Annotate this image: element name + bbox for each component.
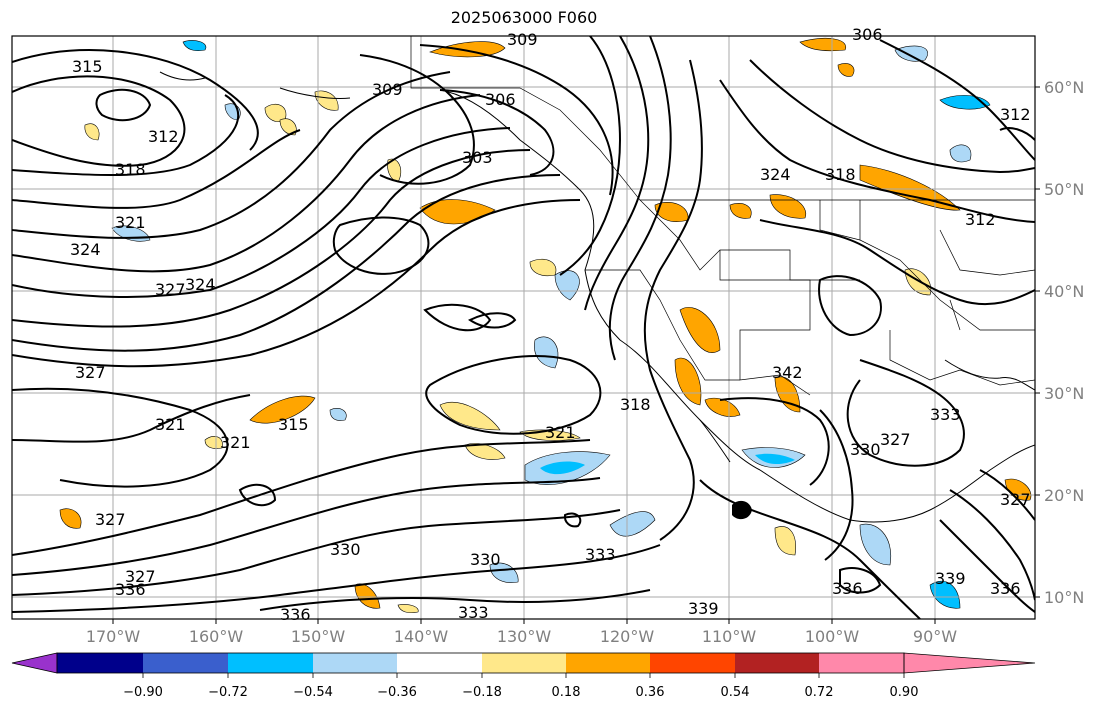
colorbar-tick: 0.54: [721, 685, 750, 700]
lat-label: 50°N: [1044, 180, 1084, 199]
contour-label: 342: [772, 363, 803, 382]
contour-label: 336: [832, 579, 863, 598]
colorbar-tick: −0.90: [123, 685, 163, 700]
colorbar-segment: [313, 653, 397, 673]
lat-label: 40°N: [1044, 282, 1084, 301]
contour-label: 309: [372, 80, 403, 99]
lon-label: 110°W: [702, 627, 757, 646]
contour-label: 330: [470, 550, 501, 569]
latitude-labels: 60°N 50°N 40°N 30°N 20°N 10°N: [1044, 78, 1084, 607]
colorbar-tick: −0.54: [293, 685, 333, 700]
coastlines: [159, 71, 1035, 523]
lon-label: 140°W: [394, 627, 449, 646]
contour-labels: 309 306 315 318 321 324 327 312 303 306 …: [70, 25, 1031, 624]
lat-label: 10°N: [1044, 588, 1084, 607]
colorbar-max-extension: [903, 652, 1036, 674]
lon-label: 160°W: [189, 627, 244, 646]
contour-label: 321: [220, 433, 251, 452]
contours: [12, 36, 1035, 619]
colorbar-segment: [819, 653, 904, 673]
colorbar-tick: 0.72: [805, 685, 834, 700]
colorbar: −0.90 −0.72 −0.54 −0.36 −0.18 0.18 0.36 …: [11, 652, 1036, 700]
contour-label: 303: [462, 148, 493, 167]
contour-label: 336: [115, 580, 146, 599]
lon-label: 120°W: [600, 627, 655, 646]
contour-label: 327: [880, 430, 911, 449]
contour-label: 315: [278, 415, 309, 434]
contour-label: 312: [148, 127, 179, 146]
contour-label: 312: [965, 210, 996, 229]
colorbar-segment: [228, 653, 313, 673]
contour-label: 327: [95, 510, 126, 529]
colorbar-segment: [482, 653, 566, 673]
contour-label: 321: [155, 415, 186, 434]
contour-label: 318: [825, 165, 856, 184]
contour-label: 330: [330, 540, 361, 559]
colorbar-segment: [735, 653, 819, 673]
lat-label: 20°N: [1044, 486, 1084, 505]
colorbar-segment: [57, 653, 143, 673]
contour-label: 312: [1000, 105, 1031, 124]
contour-label: 306: [852, 25, 883, 44]
shaded-fields: [59, 38, 1032, 614]
small-feature: [732, 500, 752, 520]
boundaries: [410, 36, 1035, 396]
colorbar-tick: 0.18: [552, 685, 581, 700]
contour-label: 321: [545, 423, 576, 442]
lat-label: 30°N: [1044, 384, 1084, 403]
contour-label: 327: [155, 280, 186, 299]
contour-label: 324: [760, 165, 791, 184]
colorbar-segment: [397, 653, 482, 673]
contour-label: 327: [75, 363, 106, 382]
colorbar-tick: −0.36: [377, 685, 417, 700]
colorbar-tick: −0.72: [208, 685, 248, 700]
lon-label: 90°W: [913, 627, 957, 646]
contour-label: 324: [70, 240, 101, 259]
contour-label: 336: [990, 579, 1021, 598]
contour-label: 339: [935, 569, 966, 588]
lat-label: 60°N: [1044, 78, 1084, 97]
colorbar-segment: [143, 653, 228, 673]
axis-ticks: [112, 86, 1040, 624]
colorbar-min-extension: [11, 652, 58, 674]
lon-label: 170°W: [86, 627, 141, 646]
lon-label: 100°W: [805, 627, 860, 646]
longitude-labels: 170°W 160°W 150°W 140°W 130°W 120°W 110°…: [86, 627, 957, 646]
contour-label: 309: [507, 30, 538, 49]
contour-label: 318: [115, 160, 146, 179]
contour-label: 327: [1000, 490, 1031, 509]
contour-label: 306: [485, 90, 516, 109]
contour-label: 318: [620, 395, 651, 414]
colorbar-tick: 0.36: [636, 685, 665, 700]
contour-label: 336: [280, 605, 311, 624]
contour-label: 327: [125, 567, 156, 586]
lon-label: 130°W: [497, 627, 552, 646]
contour-label: 321: [115, 213, 146, 232]
contour-label: 333: [585, 545, 616, 564]
colorbar-tick: 0.90: [890, 685, 919, 700]
map-title: 2025063000 F060: [450, 8, 598, 27]
colorbar-tick: −0.18: [462, 685, 502, 700]
contour-label: 333: [458, 603, 489, 622]
contour-label: 339: [688, 599, 719, 618]
contour-label: 315: [72, 57, 103, 76]
lon-label: 150°W: [291, 627, 346, 646]
contour-label: 333: [930, 405, 961, 424]
colorbar-segment: [566, 653, 650, 673]
contour-label: 324: [185, 275, 216, 294]
colorbar-segment: [650, 653, 735, 673]
contour-label: 330: [850, 440, 881, 459]
